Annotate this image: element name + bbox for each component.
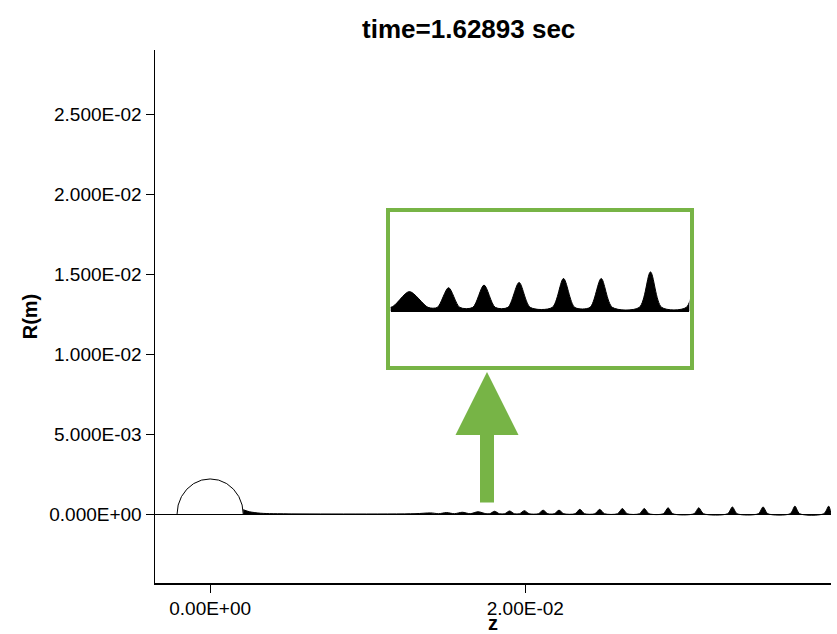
svg-text:2.500E-02: 2.500E-02 [54,104,142,125]
svg-text:1.000E-02: 1.000E-02 [54,344,142,365]
svg-text:R(m): R(m) [19,294,41,340]
svg-text:5.000E-03: 5.000E-03 [54,424,142,445]
svg-text:z: z [488,612,498,634]
svg-text:1.500E-02: 1.500E-02 [54,264,142,285]
svg-text:time=1.62893 sec: time=1.62893 sec [362,14,575,44]
svg-text:0.000E+00: 0.000E+00 [49,504,141,525]
svg-text:2.00E-02: 2.00E-02 [487,598,564,619]
svg-text:2.000E-02: 2.000E-02 [54,184,142,205]
svg-text:0.00E+00: 0.00E+00 [169,598,251,619]
